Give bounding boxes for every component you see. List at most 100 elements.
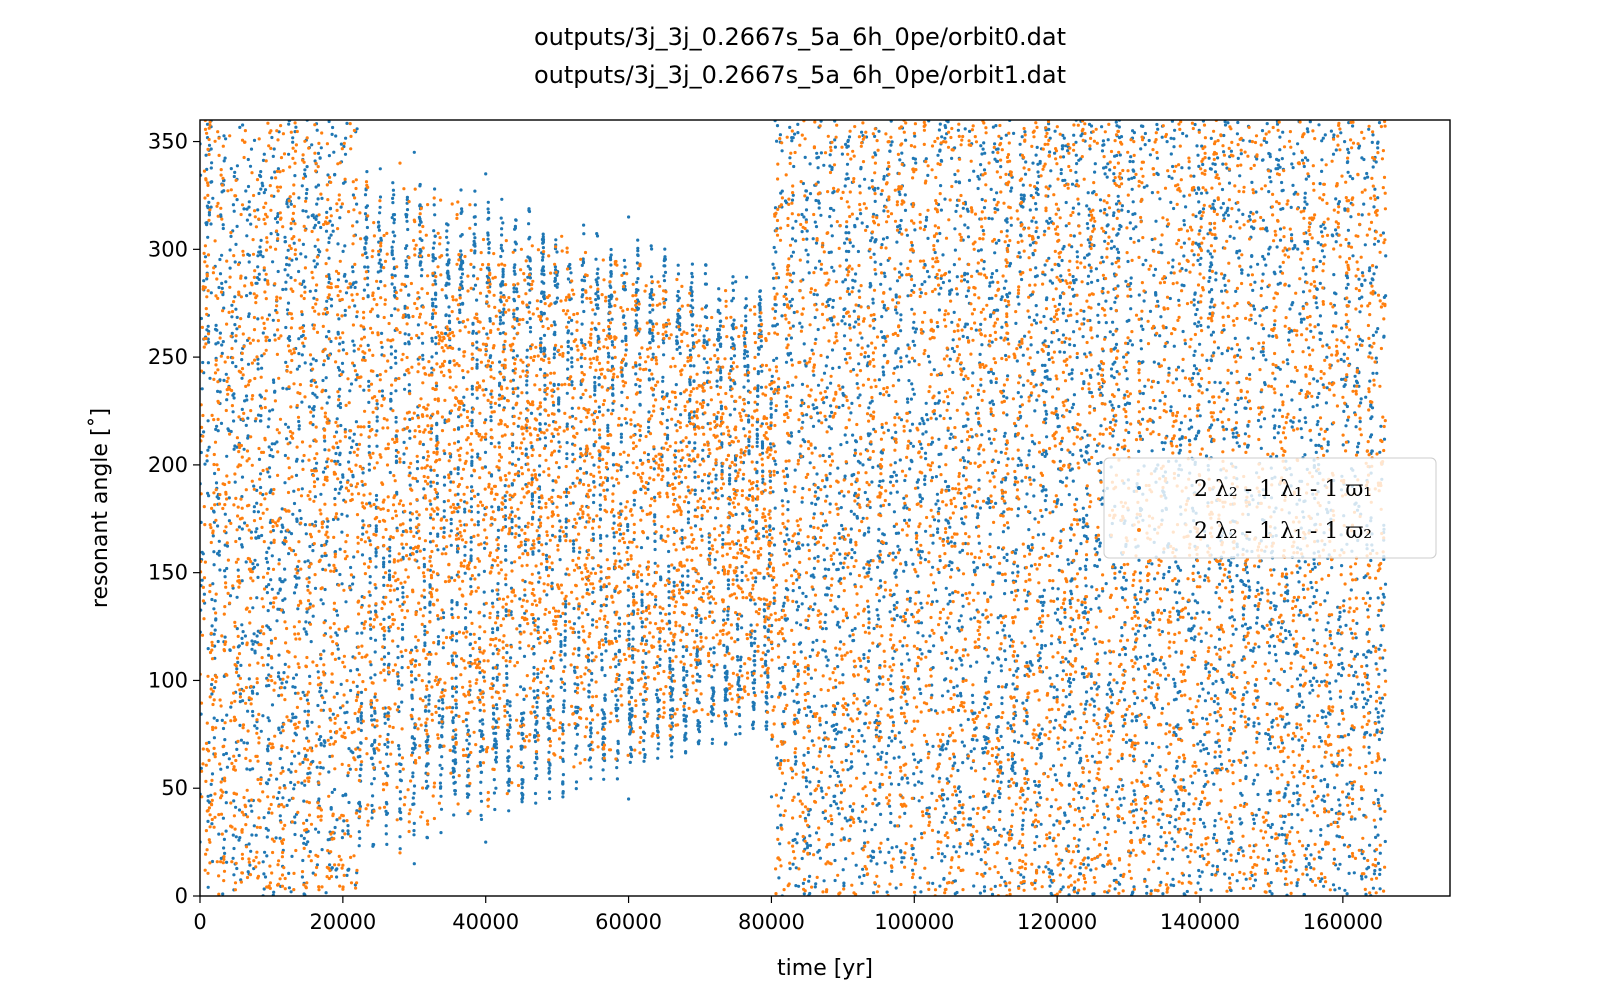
data-point [1278, 238, 1283, 242]
data-point [342, 819, 346, 823]
data-point [876, 613, 880, 617]
data-point [1094, 449, 1098, 453]
data-point [1233, 402, 1237, 407]
data-point [333, 487, 337, 491]
data-point [344, 720, 348, 725]
data-point [1199, 191, 1204, 195]
data-point [1150, 562, 1154, 566]
data-point [1134, 808, 1139, 812]
data-point [267, 338, 272, 342]
data-point [1213, 170, 1218, 174]
data-point [849, 527, 853, 531]
data-point [843, 322, 847, 326]
data-point [672, 580, 676, 585]
data-point [344, 291, 349, 295]
data-point [1039, 752, 1043, 756]
data-point [255, 527, 259, 531]
data-point [259, 485, 263, 490]
data-point [599, 533, 603, 538]
data-point [690, 323, 695, 327]
data-point [695, 633, 699, 638]
data-point [742, 385, 746, 389]
data-point [963, 223, 967, 227]
data-point [527, 208, 531, 212]
data-point [650, 288, 654, 292]
data-point [923, 558, 928, 562]
data-point [673, 449, 678, 453]
data-point [427, 680, 431, 684]
data-point [258, 419, 263, 423]
data-point [1075, 319, 1079, 324]
data-point [307, 405, 311, 409]
data-point [1153, 577, 1157, 581]
data-point [1307, 719, 1311, 723]
data-point [897, 755, 901, 759]
data-point [1000, 325, 1004, 329]
data-point [1374, 707, 1378, 711]
data-point [1102, 143, 1106, 147]
data-point [885, 236, 889, 240]
data-point [293, 815, 297, 819]
data-point [534, 801, 538, 805]
data-point [898, 224, 902, 228]
data-point [1112, 376, 1116, 380]
data-point [1006, 374, 1010, 378]
data-point [1135, 826, 1140, 830]
data-point [470, 455, 474, 459]
data-point [1175, 601, 1179, 605]
data-point [222, 837, 226, 842]
data-point [794, 759, 798, 763]
data-point [393, 286, 397, 290]
data-point [1137, 558, 1141, 562]
data-point [842, 307, 846, 312]
data-point [648, 303, 652, 307]
data-point [955, 292, 959, 296]
data-point [252, 505, 256, 509]
data-point [1204, 782, 1208, 786]
data-point [981, 708, 985, 712]
data-point [642, 702, 646, 706]
data-point [325, 539, 329, 544]
data-point [561, 795, 565, 799]
data-point [1310, 683, 1314, 688]
data-point [1075, 250, 1079, 254]
data-point [1234, 627, 1238, 631]
data-point [807, 705, 812, 709]
data-point [349, 382, 354, 386]
data-point [968, 817, 973, 821]
data-point [1306, 158, 1310, 162]
data-point [1306, 775, 1310, 780]
data-point [653, 522, 657, 527]
data-point [251, 606, 255, 610]
data-point [1274, 653, 1278, 657]
data-point [611, 452, 616, 456]
data-point [1279, 626, 1283, 630]
data-point [944, 586, 948, 590]
data-point [1129, 236, 1133, 241]
data-point [836, 466, 840, 470]
data-point [609, 247, 613, 252]
data-point [1070, 406, 1074, 410]
data-point [408, 436, 412, 440]
data-point [1287, 338, 1291, 342]
data-point [315, 461, 319, 465]
data-point [365, 170, 369, 174]
data-point [1288, 633, 1293, 637]
data-point [224, 790, 228, 794]
data-point [1259, 286, 1264, 290]
data-point [802, 892, 806, 896]
data-point [329, 304, 334, 308]
data-point [1093, 704, 1097, 708]
data-point [1150, 237, 1154, 242]
data-point [999, 875, 1004, 880]
data-point [1237, 208, 1241, 212]
data-point [993, 251, 997, 255]
data-point [1081, 517, 1085, 521]
data-point [881, 365, 885, 369]
data-point [561, 710, 566, 714]
data-point [1344, 286, 1349, 290]
data-point [1316, 323, 1320, 327]
data-point [953, 248, 958, 252]
data-point [1173, 590, 1177, 594]
data-point [902, 856, 906, 860]
